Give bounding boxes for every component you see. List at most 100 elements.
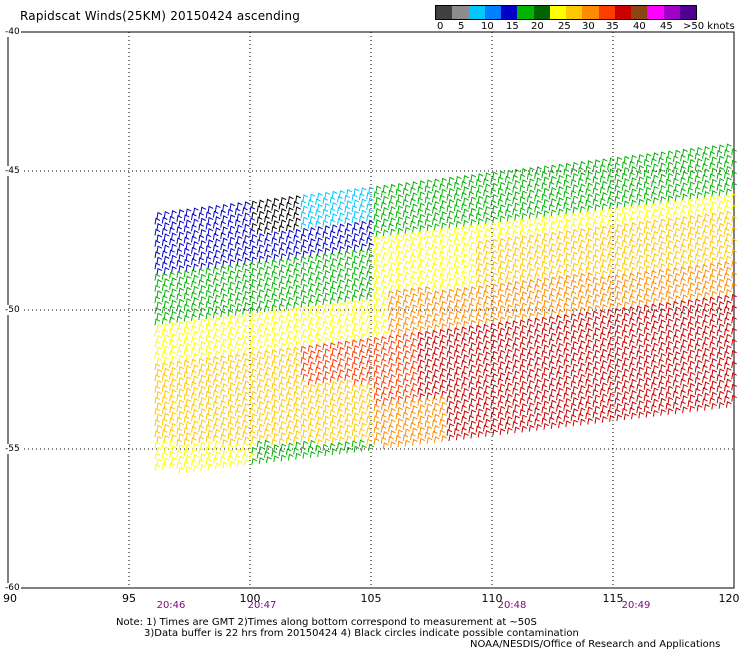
wind-barb — [287, 207, 294, 215]
wind-barb — [198, 279, 205, 287]
wind-barb — [331, 213, 338, 220]
wind-barb — [315, 433, 321, 441]
wind-barb — [353, 333, 360, 341]
wind-barb — [448, 355, 455, 363]
wind-barb — [565, 330, 572, 338]
wind-barb — [358, 383, 365, 391]
wind-barb — [346, 357, 353, 364]
wind-barb — [636, 294, 643, 302]
wind-barb — [643, 214, 650, 222]
wind-barb — [599, 365, 606, 373]
wind-barb — [353, 412, 360, 419]
wind-barb — [609, 381, 615, 389]
wind-barb — [558, 197, 564, 205]
wind-barb — [614, 218, 621, 226]
wind-barb — [528, 178, 535, 186]
wind-barb — [521, 246, 528, 254]
wind-barb — [358, 372, 365, 380]
wind-barb — [271, 416, 278, 424]
wind-barb — [550, 410, 557, 418]
wind-barb — [723, 272, 730, 280]
wind-barb — [317, 248, 323, 256]
wind-barb — [207, 295, 214, 303]
wind-barb — [185, 286, 192, 294]
wind-barb — [375, 308, 382, 316]
wind-barb — [526, 408, 533, 415]
wind-barb — [205, 267, 212, 275]
wind-barb — [709, 397, 716, 405]
wind-barb — [227, 220, 234, 227]
wind-barb — [711, 246, 718, 253]
wind-barb — [368, 421, 374, 429]
wind-barb — [176, 349, 183, 357]
wind-barb — [410, 209, 416, 217]
wind-barb — [433, 436, 440, 443]
wind-barb — [300, 200, 307, 207]
wind-barb — [351, 261, 358, 268]
wind-barb — [419, 325, 426, 333]
wind-barb — [645, 365, 652, 373]
wind-barb — [528, 279, 535, 286]
wind-barb — [329, 319, 336, 327]
wind-barb — [528, 267, 535, 275]
wind-barb — [587, 328, 593, 335]
wind-barb — [295, 273, 301, 281]
wind-barb — [652, 376, 659, 384]
wind-barb — [609, 359, 615, 366]
wind-barb — [680, 333, 686, 341]
wind-barb — [506, 416, 513, 423]
wind-barb — [249, 307, 256, 314]
wind-barb — [424, 230, 431, 237]
wind-barb — [636, 249, 643, 257]
wind-barb — [579, 183, 586, 191]
wind-barb — [667, 385, 674, 393]
wind-barb — [382, 240, 389, 248]
wind-barb — [563, 370, 570, 377]
wind-barb — [475, 279, 482, 287]
wind-barb — [395, 267, 402, 274]
wind-barb — [652, 365, 659, 372]
wind-barb — [550, 186, 557, 194]
wind-barb — [506, 225, 513, 233]
wind-barb — [331, 291, 338, 299]
wind-barb — [346, 256, 353, 264]
wind-barb — [455, 411, 462, 418]
wind-barb — [264, 327, 270, 335]
wind-barb — [696, 314, 703, 322]
wind-barb — [548, 215, 555, 222]
wind-barb — [266, 221, 272, 228]
time-label: 20:49 — [621, 600, 651, 611]
wind-barb — [660, 252, 666, 259]
wind-barb — [360, 209, 367, 217]
wind-barb — [526, 329, 533, 337]
wind-barb — [616, 179, 623, 186]
wind-barb — [220, 299, 226, 307]
wind-barb — [572, 374, 579, 382]
wind-barb — [251, 334, 258, 342]
wind-barb — [163, 356, 170, 364]
wind-barb — [317, 326, 323, 334]
wind-barb — [410, 332, 416, 340]
wind-barb — [455, 287, 462, 295]
wind-barb — [207, 396, 214, 403]
wind-barb — [404, 316, 411, 324]
wind-barb — [645, 186, 652, 194]
wind-barb — [550, 231, 557, 239]
time-label: 20:48 — [497, 600, 527, 611]
wind-barb — [156, 413, 163, 421]
wind-barb — [419, 202, 426, 210]
wind-barb — [514, 180, 520, 187]
wind-barb — [271, 237, 278, 245]
wind-barb — [463, 219, 469, 227]
wind-barb — [198, 313, 205, 320]
wind-barb — [317, 427, 323, 435]
wind-barb — [572, 296, 579, 304]
wind-barb — [672, 256, 679, 264]
wind-barb — [667, 217, 674, 225]
wind-barb — [161, 239, 168, 246]
wind-barb — [344, 441, 351, 449]
wind-barb — [380, 302, 387, 310]
wind-barb — [687, 164, 694, 172]
wind-barb — [660, 308, 666, 315]
wind-barb — [315, 444, 321, 452]
